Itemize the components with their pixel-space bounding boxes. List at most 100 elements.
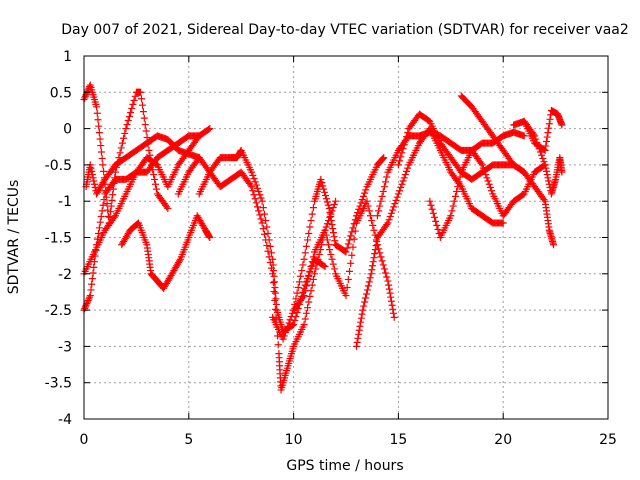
data-point [271,305,279,313]
data-point [129,100,137,108]
data-point [540,196,548,204]
series-track-13 [426,146,549,241]
data-point [321,226,329,234]
data-point [205,125,213,133]
data-point [558,168,566,176]
data-point [397,153,405,161]
chart-title: Day 007 of 2021, Sidereal Day-to-day VTE… [61,22,629,38]
data-point [300,292,308,300]
data-point [306,292,314,300]
data-point [404,164,412,172]
data-point [163,203,171,211]
data-point [379,261,387,269]
data-point [383,221,391,229]
data-point [98,207,106,215]
data-point [100,167,108,175]
data-point [377,197,385,205]
data-point [249,171,257,179]
data-point [267,249,275,257]
data-point [401,171,409,179]
data-point [87,164,95,172]
data-point [283,325,291,333]
data-point [367,270,375,278]
data-point [396,187,404,195]
data-point [379,154,387,162]
data-point [426,197,434,205]
data-point [450,197,458,205]
data-point [351,216,359,224]
data-point [378,155,386,163]
data-point [99,161,107,169]
data-point [380,183,388,191]
data-point [309,253,317,261]
data-point [399,177,407,185]
data-point [558,121,566,129]
data-point [255,207,263,215]
data-point [257,194,265,202]
data-point [255,188,263,196]
data-point [93,109,101,117]
data-point [88,167,96,175]
data-point [541,161,549,169]
data-point [327,213,335,221]
data-point [355,205,363,213]
data-point [109,191,117,199]
data-point [429,209,437,217]
data-point [254,203,262,211]
y-tick-label: -2 [58,267,72,283]
data-point [306,267,314,275]
data-point [313,260,321,268]
data-point [274,332,282,340]
data-point [270,288,278,296]
data-point [307,217,315,225]
data-point [345,267,353,275]
data-point [550,241,558,249]
data-point [97,213,105,221]
data-point [302,309,310,317]
data-point [383,273,391,281]
data-point [314,255,322,263]
data-point [380,265,388,273]
data-point [353,338,361,346]
data-point [391,200,399,208]
data-point [104,213,112,221]
data-point [365,207,373,215]
data-point [456,173,464,181]
data-point [388,301,396,309]
data-point [258,219,266,227]
data-point [118,139,126,147]
data-point [545,120,553,128]
data-point [305,298,313,306]
data-point [247,181,255,189]
data-point [375,207,383,215]
data-point [539,154,547,162]
data-point [373,238,381,246]
data-point [281,329,289,337]
data-point [330,200,338,208]
data-point [478,161,486,169]
data-point [291,300,299,308]
x-tick-label: 0 [80,432,89,448]
data-point [323,220,331,228]
data-point [330,233,338,241]
data-point [385,216,393,224]
data-point [369,221,377,229]
data-point [542,164,550,172]
data-point [120,134,128,142]
data-point [81,92,89,100]
data-point [321,263,329,271]
data-point [350,220,358,228]
data-point [130,96,138,104]
data-point [152,185,160,193]
data-point [295,278,303,286]
data-point [376,202,384,210]
data-point [329,204,337,212]
data-point [124,117,132,125]
data-point [546,115,554,123]
data-point [98,154,106,162]
data-point [361,189,369,197]
data-point [290,321,298,329]
data-point [315,250,323,258]
y-tick-label: -2.5 [45,303,72,319]
data-point [373,241,381,249]
